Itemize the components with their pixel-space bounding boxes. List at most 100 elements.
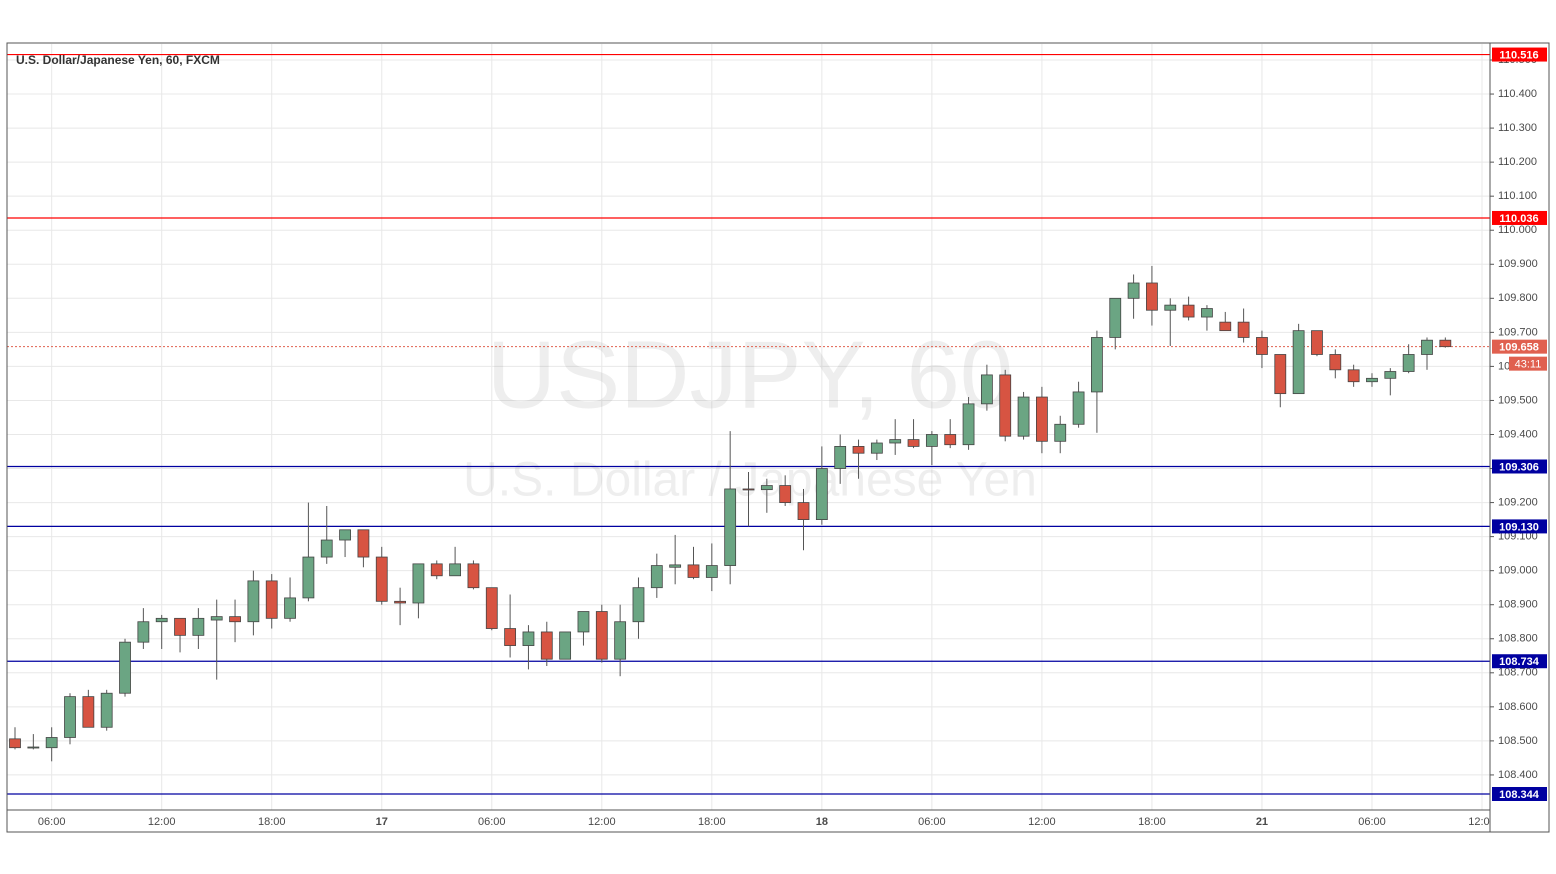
candle-body [504,628,517,646]
price-badge-label: 110.036 [1499,213,1538,225]
price-badge [1492,459,1547,474]
candle-body [1036,396,1048,442]
candle-body [210,616,223,621]
candle-body [595,611,608,660]
candle-body [174,617,186,636]
y-tick-label: 110.100 [1498,190,1537,202]
candle-body [1146,282,1158,311]
y-tick-label: 109.400 [1498,428,1538,440]
price-badge [1492,210,1547,225]
candle-body [265,580,278,619]
candle-body [852,446,865,454]
candle-body [45,737,58,749]
candle-body [412,563,425,604]
candle-body [1329,354,1342,371]
candle-body [1402,354,1415,372]
candle-body [320,539,333,558]
candle-body [1072,391,1085,425]
candle-body [1201,308,1213,318]
candle-body [980,374,993,405]
candle-body [779,485,792,503]
candle-body [467,563,480,589]
price-badge-label: 109.658 [1499,342,1539,354]
candle-body [742,488,755,491]
candle-body [1017,396,1030,437]
grid [7,44,1490,810]
candle-body [449,563,462,577]
y-tick-label: 108.600 [1498,701,1538,713]
y-tick-label: 108.800 [1498,633,1538,645]
candle-body [962,403,975,446]
x-tick-label: 06:00 [918,816,946,828]
candle-body [1219,321,1232,332]
candle-body [375,556,388,602]
candle-body [1421,339,1433,355]
watermark: USDJPY, 60 [487,321,1014,428]
frame [6,42,1550,833]
candle-body [1237,321,1250,338]
x-tick-label: 18:00 [698,816,726,828]
y-tick-label: 110.200 [1498,156,1537,168]
x-axis: 06:00 12:00 18:00 17 06:00 12:00 18:00 18 06:00 1… [38,816,1490,828]
candle-body [357,529,370,558]
candle-body [1292,330,1305,395]
countdown-badge [1509,356,1547,371]
candle-body [687,564,700,578]
y-tick-label: 109.100 [1498,531,1538,543]
x-tick-label: 12:00 [1028,816,1056,828]
candle-body [1311,330,1323,355]
candle-body [614,621,627,660]
x-tick-label: 18:00 [1138,816,1166,828]
price-badge-label: 110.516 [1499,49,1538,61]
candle-body [100,692,113,728]
price-badges: 110.516 110.036 109.306 109.130 108.734 108.3… [1492,47,1547,801]
candle-body [1109,297,1122,338]
candle-body [650,565,663,589]
candle-body [284,597,296,619]
candle-body [1256,337,1268,355]
candle-body [1347,369,1360,383]
candle-body [870,442,883,454]
y-tick-label: 108.500 [1498,735,1538,747]
x-tick-label: 12:00 [588,816,616,828]
y-tick-label: 109.700 [1498,326,1538,338]
candle-body [577,611,590,633]
candle-body [137,621,150,643]
y-tick-label: 110.000 [1498,224,1537,236]
y-tick-label: 109.900 [1498,258,1538,270]
y-tick-label: 108.400 [1498,769,1538,781]
candle-body [907,439,920,447]
x-tick-label: 06:00 [478,816,506,828]
candle-body [1384,371,1397,379]
y-tick-label: 109.200 [1498,496,1538,508]
candle-body [815,468,828,521]
price-badge-label: 108.734 [1499,656,1540,668]
price-badge-label: 109.306 [1499,461,1539,473]
countdown-label: 43:11 [1515,359,1542,371]
candle-body [339,529,351,541]
candle-body [27,746,40,749]
candle-body [999,374,1012,437]
candle-body [82,696,95,728]
candle-body [522,631,535,646]
price-badge [1492,47,1547,62]
candle-body [1127,282,1140,299]
price-badge [1492,654,1547,669]
candle-body [1274,354,1287,395]
price-badge-label: 109.130 [1499,521,1539,533]
candle-body [944,434,957,446]
candle-body [64,696,76,738]
candle-body [797,502,810,521]
y-tick-label: 109.800 [1498,292,1538,304]
candle-body [430,563,443,577]
watermark-subtitle: U.S. Dollar / Japanese Yen [463,454,1037,507]
candle-body [302,556,315,599]
candle-body [229,616,241,623]
price-badge [1492,519,1547,534]
y-tick-label: 110.300 [1498,122,1537,134]
plot [7,53,1490,795]
candle-body [1439,339,1452,348]
price-badge [1492,786,1547,801]
